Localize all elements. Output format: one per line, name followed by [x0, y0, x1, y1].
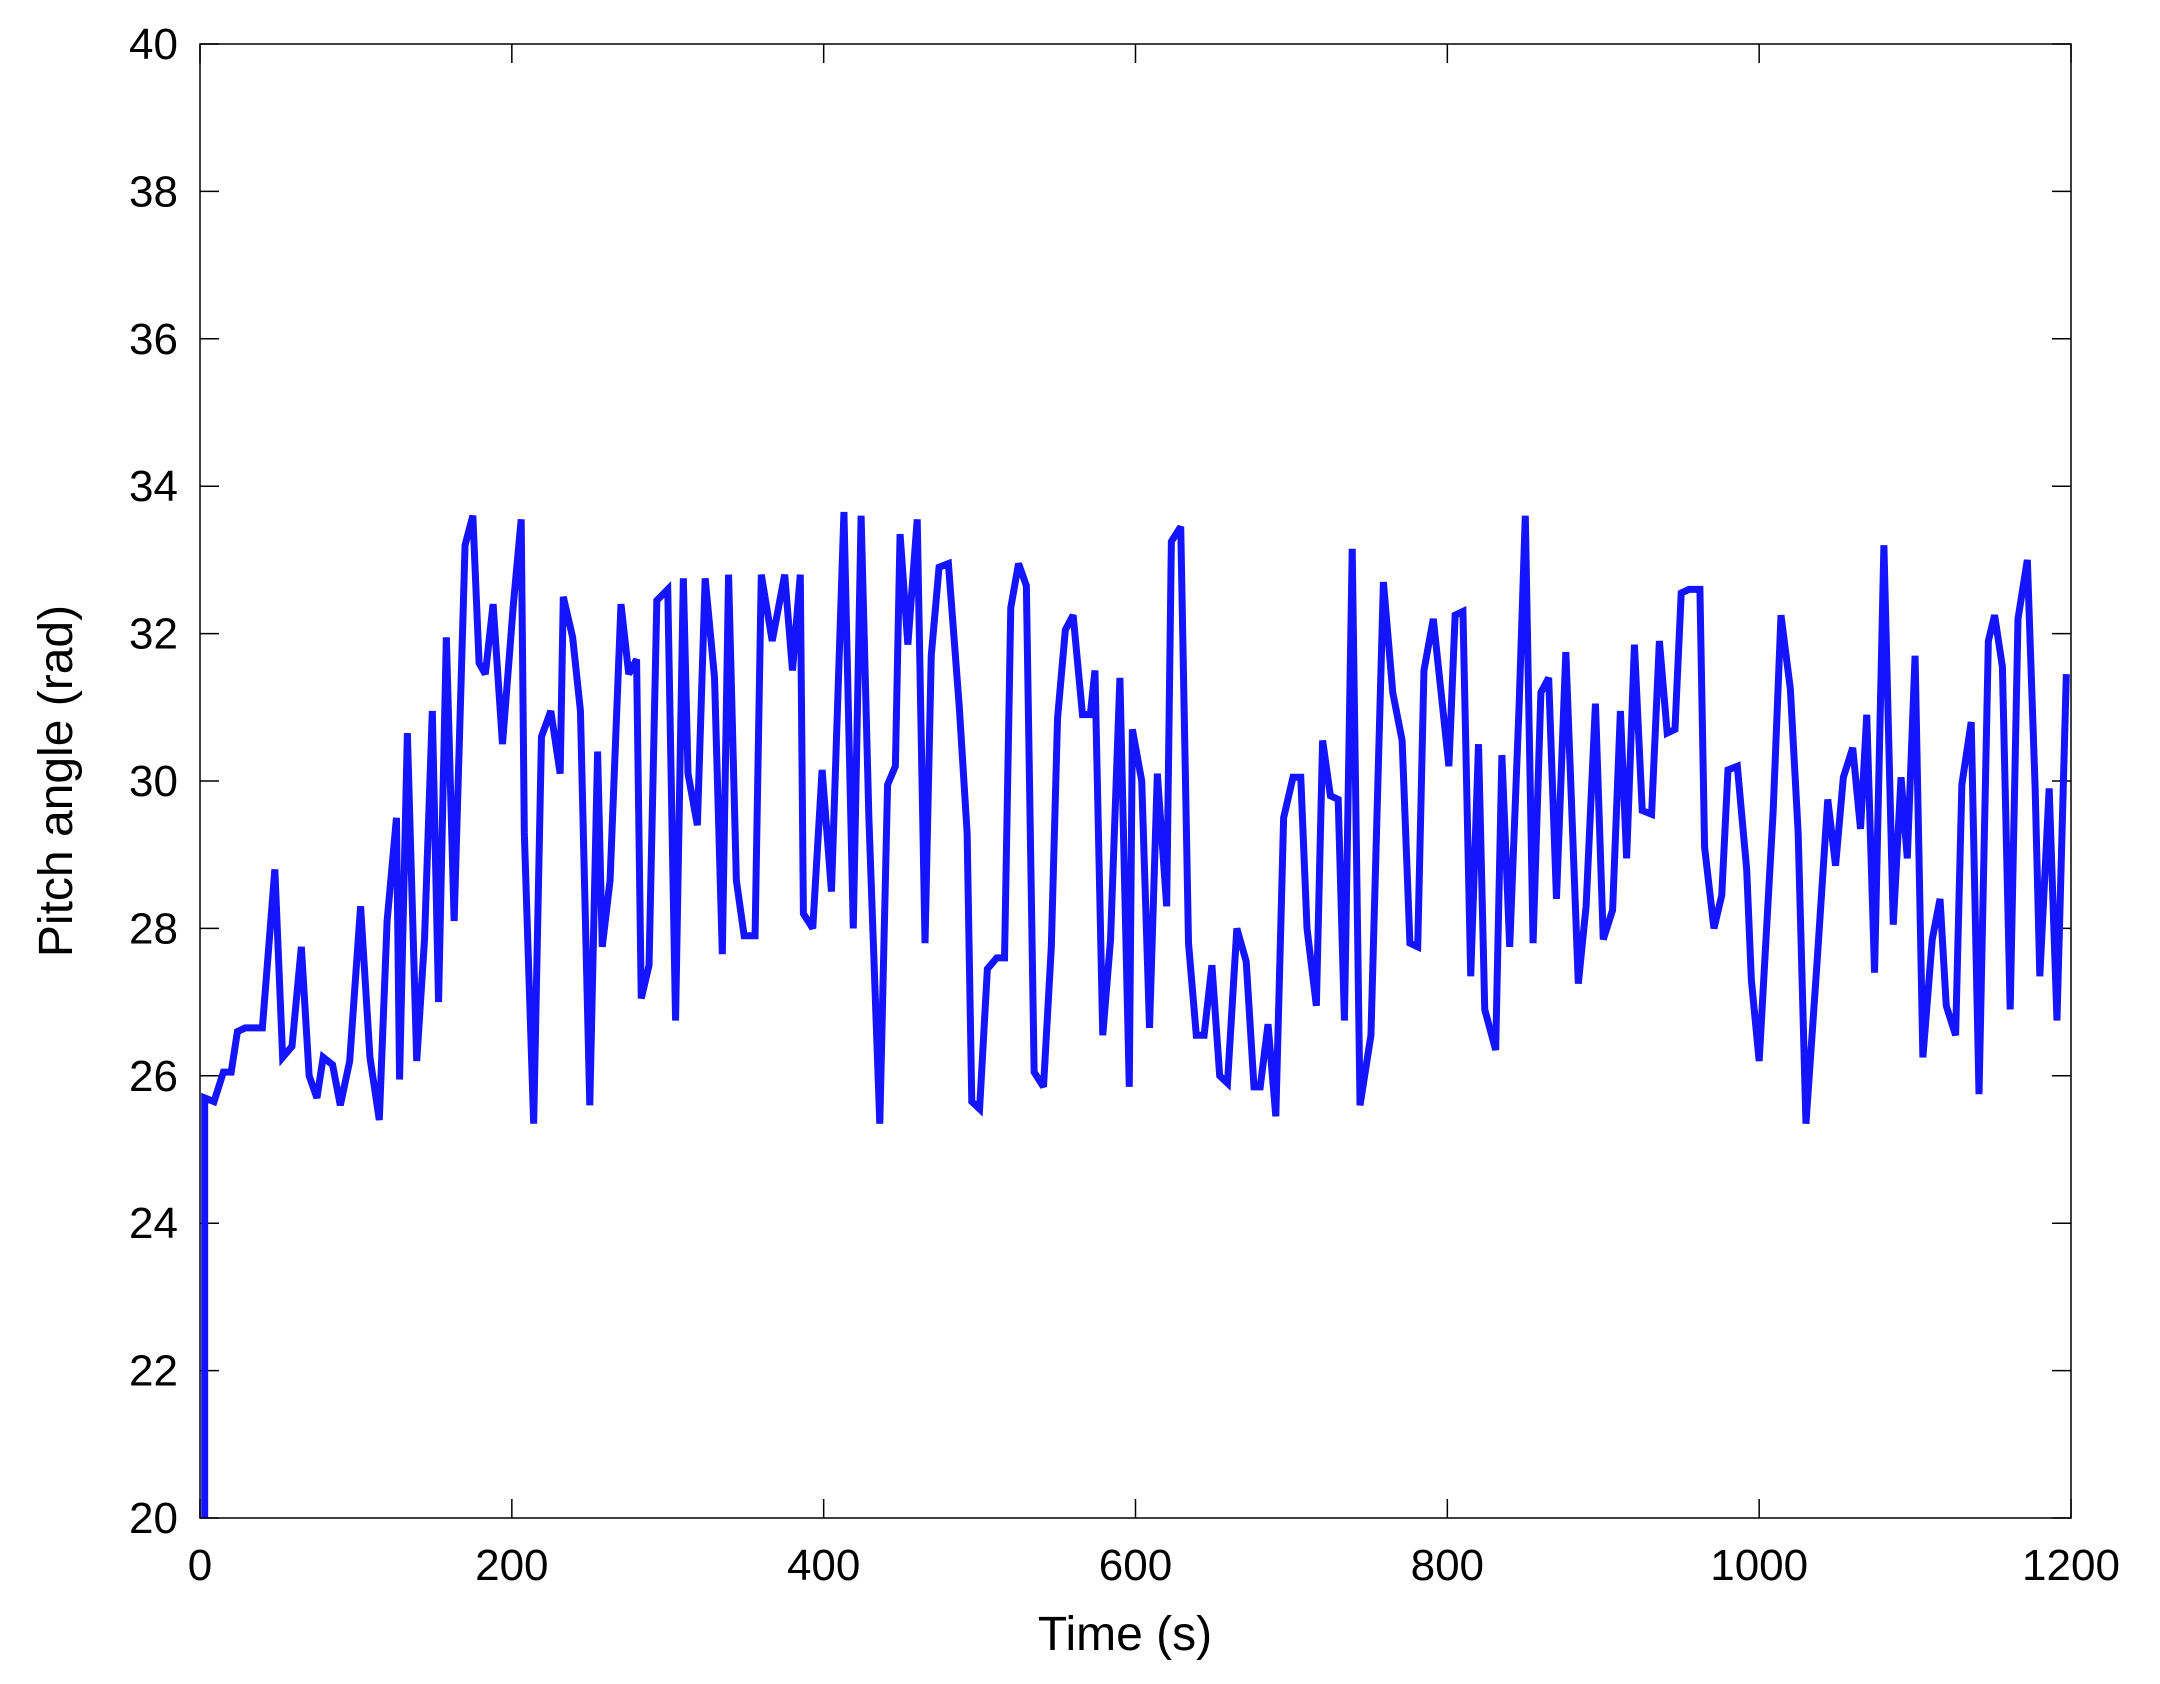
- x-tick-label: 600: [1099, 1541, 1172, 1590]
- y-tick-label: 34: [129, 462, 178, 511]
- x-tick-label: 200: [475, 1541, 548, 1590]
- y-tick-label: 20: [129, 1494, 178, 1543]
- data-line: [201, 511, 2070, 1518]
- y-tick-label: 28: [129, 904, 178, 953]
- x-axis-label: Time (s): [1038, 1608, 1212, 1661]
- y-tick-label: 32: [129, 610, 178, 659]
- y-tick-label: 22: [129, 1347, 178, 1396]
- y-tick-label: 40: [129, 20, 178, 69]
- x-tick-label: 0: [188, 1541, 212, 1590]
- x-tick-label: 400: [787, 1541, 860, 1590]
- y-tick-label: 26: [129, 1052, 178, 1101]
- y-tick-label: 24: [129, 1199, 178, 1248]
- y-axis-label: Pitch angle (rad): [30, 605, 83, 957]
- x-tick-label: 1000: [1710, 1541, 1808, 1590]
- y-tick-label: 36: [129, 315, 178, 364]
- y-tick-label: 30: [129, 757, 178, 806]
- x-tick-label: 800: [1411, 1541, 1484, 1590]
- plot-frame: [199, 43, 2072, 1519]
- y-tick-label: 38: [129, 167, 178, 216]
- x-tick-label: 1200: [2022, 1541, 2120, 1590]
